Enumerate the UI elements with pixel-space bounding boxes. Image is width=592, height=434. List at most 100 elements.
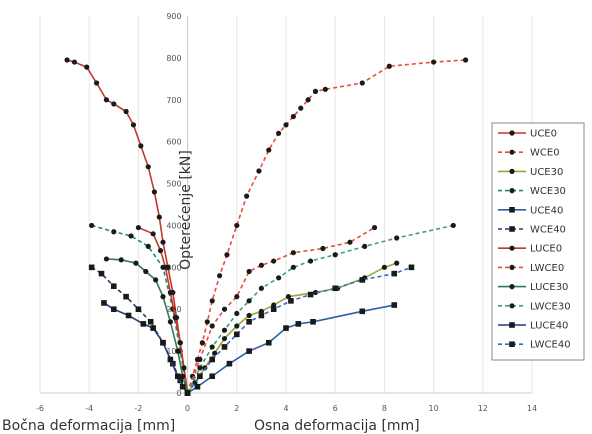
legend-label-WCE30: WCE30: [530, 186, 566, 197]
point-LWCE0-6: [258, 262, 264, 268]
point-LUCE0-3: [162, 264, 169, 270]
y-tick-label-6: 600: [166, 138, 181, 147]
point-UCE30-8: [271, 302, 277, 308]
point-WCE30-3: [145, 243, 151, 249]
point-WCE0-12: [276, 130, 282, 136]
legend-marker-UCE40: [509, 207, 515, 213]
point-LUCE40-7: [174, 373, 181, 380]
point-LUCE0-5: [172, 315, 178, 321]
legend-label-LUCE40: LUCE40: [530, 321, 568, 332]
point-UCE40-9: [359, 308, 366, 315]
point-WCE0-7: [224, 252, 230, 258]
point-LWCE30-1: [197, 365, 203, 371]
point-LWCE30-8: [290, 264, 296, 270]
legend-entry-LUCE40: LUCE40: [498, 321, 568, 332]
point-UCE30-13: [381, 264, 387, 270]
point-WCE0-19: [359, 80, 365, 86]
point-LWCE30-4: [234, 310, 240, 317]
legend-box: [491, 122, 585, 361]
legend-label-LUCE0: LUCE0: [530, 244, 562, 255]
point-WCE0-20: [386, 63, 392, 69]
point-WCE40-1: [98, 270, 105, 277]
y-tick-label-0: 0: [177, 389, 182, 398]
point-WCE30-0: [89, 222, 95, 229]
series-line-LUCE40: [103, 302, 189, 394]
point-UCE0-0: [64, 57, 70, 63]
x-tick-label-8: 10: [429, 404, 439, 413]
point-WCE0-14: [290, 113, 296, 120]
point-UCE0-8: [138, 143, 144, 149]
legend-marker-LUCE0: [509, 245, 515, 251]
series-layer: [64, 57, 469, 396]
x-tick-label-4: 2: [234, 404, 239, 413]
point-WCE0-13: [283, 122, 289, 128]
legend-entry-LWCE30: LWCE30: [498, 301, 571, 312]
point-LWCE40-2: [209, 356, 215, 363]
point-UCE0-7: [130, 122, 137, 128]
legend-label-WCE0: WCE0: [530, 148, 560, 159]
point-LUCE0-6: [177, 340, 183, 346]
point-WCE0-4: [204, 319, 210, 325]
point-LUCE0-7: [181, 365, 187, 371]
point-UCE40-10: [391, 302, 398, 308]
point-UCE0-3: [93, 80, 100, 86]
point-WCE40-0: [88, 264, 95, 271]
point-LUCE40-6: [167, 356, 174, 363]
point-LWCE0-10: [347, 239, 353, 245]
series-line-LWCE0: [186, 226, 375, 394]
y-tick-label-1: 100: [166, 347, 181, 356]
point-WCE30-1: [111, 229, 117, 235]
legend-entry-WCE0: WCE0: [498, 148, 560, 159]
series-WCE0: [185, 57, 469, 396]
series-line-LWCE40: [186, 266, 412, 394]
x-tick-label-7: 8: [382, 404, 387, 413]
point-LUCE30-3: [143, 268, 149, 275]
legend-marker-LWCE40: [509, 341, 515, 347]
series-UCE40: [184, 302, 398, 396]
series-line-WCE0: [186, 59, 466, 394]
point-LWCE0-8: [290, 250, 296, 256]
point-LWCE40-9: [307, 291, 314, 298]
point-LWCE0-2: [209, 323, 215, 329]
point-UCE40-2: [209, 373, 215, 380]
point-UCE40-4: [246, 348, 252, 354]
point-UCE40-1: [194, 383, 201, 390]
point-UCE0-6: [123, 108, 129, 115]
point-LWCE30-5: [246, 298, 252, 304]
x-tick-labels: -6 -4 -2 0 2 4 6 8 10 12 14: [36, 404, 537, 413]
x-tick-label-2: -2: [134, 404, 142, 413]
point-UCE30-2: [202, 365, 208, 371]
point-LWCE40-8: [288, 298, 294, 304]
point-LUCE30-6: [167, 319, 173, 325]
point-UCE40-7: [295, 321, 302, 327]
point-UCE0-12: [160, 239, 166, 245]
point-UCE30-10: [312, 289, 319, 296]
legend-marker-UCE0: [509, 130, 515, 136]
point-LWCE0-7: [271, 258, 277, 264]
point-LUCE30-2: [133, 260, 139, 266]
point-WCE0-21: [431, 59, 437, 65]
series-line-UCE30: [186, 262, 397, 394]
series-line-LUCE30: [106, 258, 189, 394]
legend: UCE0 WCE0 UCE30 WCE30 UCE40 WCE40 LUCE0 LWCE0 LU…: [491, 122, 585, 361]
point-UCE30-7: [258, 308, 264, 314]
point-WCE0-10: [256, 168, 262, 174]
legend-marker-WCE30: [509, 188, 515, 194]
legend-label-WCE40: WCE40: [530, 225, 566, 236]
point-LWCE40-11: [359, 277, 366, 283]
point-LUCE40-3: [140, 321, 147, 327]
point-LWCE40-13: [408, 264, 415, 271]
point-UCE0-9: [145, 164, 151, 170]
point-UCE0-10: [151, 189, 157, 195]
point-UCE40-6: [283, 325, 289, 331]
point-LWCE40-10: [332, 285, 338, 292]
point-LWCE40-3: [221, 344, 228, 350]
point-UCE40-8: [310, 318, 316, 325]
point-LWCE30-3: [221, 327, 228, 333]
y-tick-label-9: 900: [166, 12, 181, 21]
x-tick-label-0: -6: [36, 404, 44, 413]
legend-entry-LUCE30: LUCE30: [498, 282, 568, 293]
legend-marker-LWCE30: [509, 303, 515, 309]
x-tick-label-5: 4: [283, 404, 288, 413]
